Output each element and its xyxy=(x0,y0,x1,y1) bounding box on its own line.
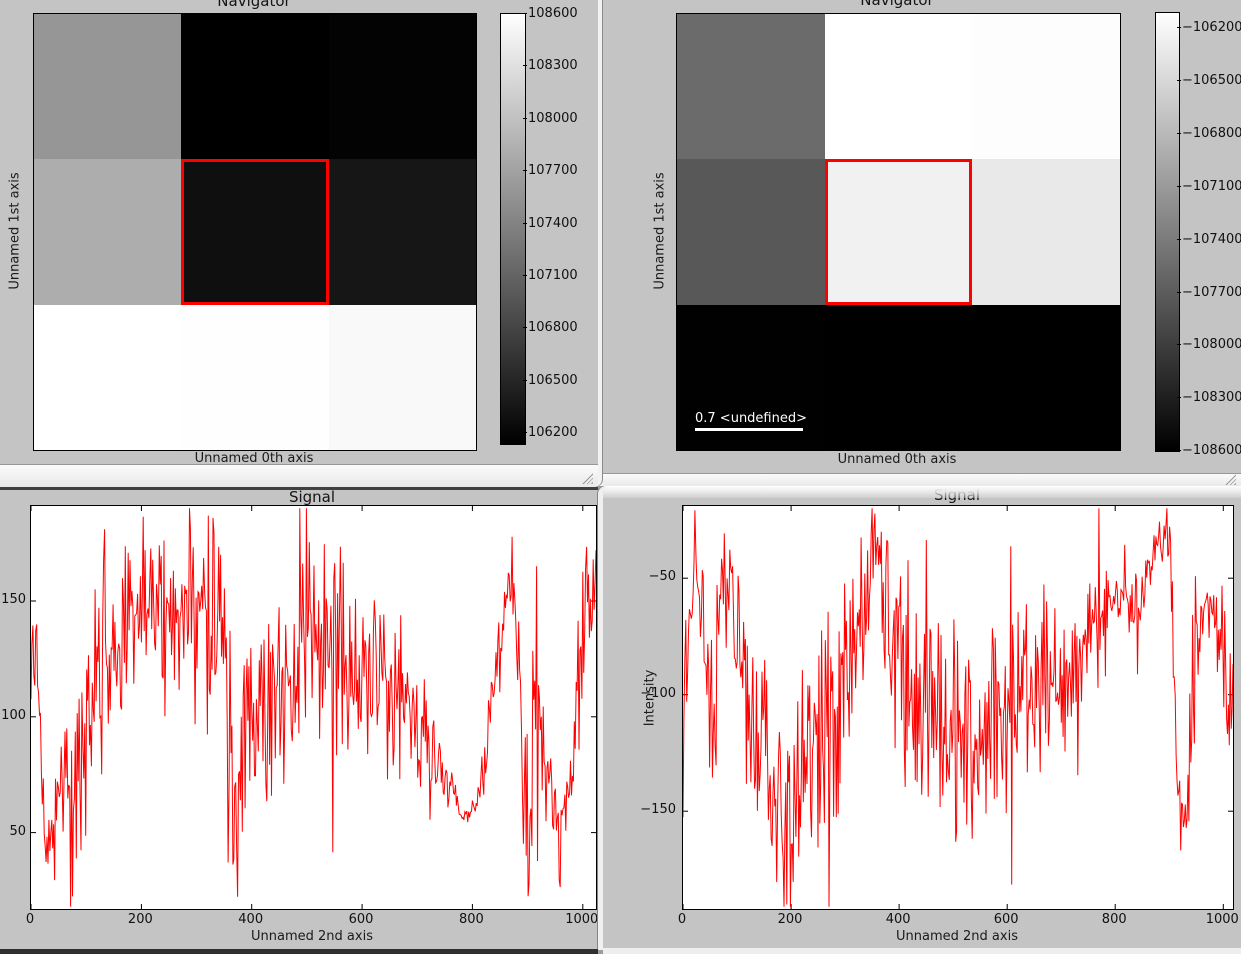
colorbar-tick-label: 106200 xyxy=(523,425,578,441)
heatmap-cell[interactable] xyxy=(328,304,476,450)
navigator-selection-rect[interactable] xyxy=(181,159,329,305)
resize-grip[interactable] xyxy=(1225,474,1236,485)
colorbar-tick-label: 107700 xyxy=(523,163,578,179)
colorbar-tick-label: −106200 xyxy=(1177,20,1241,35)
colorbar-tick-label: −108300 xyxy=(1177,390,1241,406)
colorbar-tick-label: −106500 xyxy=(1177,72,1241,88)
x-axis-label: Unnamed 0th axis xyxy=(837,452,957,467)
heatmap-cell[interactable] xyxy=(34,304,182,450)
y-tick-label: 100 xyxy=(1,707,26,723)
x-tick-label: 0 xyxy=(677,912,687,927)
colorbar-tick-label: −106800 xyxy=(1177,125,1241,141)
heatmap-cell[interactable] xyxy=(824,14,973,160)
status-bar xyxy=(603,473,1241,486)
y-axis-label: Unnamed 1st axis xyxy=(652,172,668,290)
colorbar-tick-label: −107700 xyxy=(1177,284,1241,300)
x-tick-label: 1000 xyxy=(1205,912,1239,927)
y-tick-label: −50 xyxy=(648,569,676,585)
y-tick-label: −100 xyxy=(640,685,676,701)
colorbar-tick-label: −107400 xyxy=(1177,231,1241,247)
navigator-heatmap[interactable] xyxy=(676,13,1121,451)
screen-bottom-edge-light xyxy=(603,948,1241,954)
signal-plot-canvas xyxy=(30,505,597,910)
navigator-selection-rect[interactable] xyxy=(824,159,973,305)
colorbar-tick-label: 108600 xyxy=(523,6,578,21)
heatmap-cell[interactable] xyxy=(328,14,476,160)
x-tick-label: 200 xyxy=(777,912,803,927)
x-tick-label: 400 xyxy=(238,912,264,927)
x-tick-label: 800 xyxy=(458,912,484,927)
navigator-right-window: Navigator Unnamed 1st axis 0.7 <undefine… xyxy=(598,0,1241,486)
heatmap-cell[interactable] xyxy=(34,159,182,305)
x-axis-label: Unnamed 2nd axis xyxy=(896,929,1018,944)
y-tick-label: −150 xyxy=(640,802,676,818)
colorbar-tick-label: 106800 xyxy=(523,320,578,336)
colorbar-tick-label: 106500 xyxy=(523,372,578,388)
signal-line-svg xyxy=(31,506,596,909)
signal-line-svg xyxy=(683,506,1233,909)
x-tick-label: 600 xyxy=(993,912,1019,927)
heatmap-cell[interactable] xyxy=(34,14,182,160)
heatmap-cell[interactable] xyxy=(824,304,973,450)
scalebar-line xyxy=(695,428,803,431)
colorbar-tick-label: −108000 xyxy=(1177,337,1241,353)
x-tick-label: 600 xyxy=(348,912,374,927)
colorbar-tick-label: 107100 xyxy=(523,268,578,283)
signal-left-window: Signal 0 200 400 600 800 1000 150 100 50 Unnamed… xyxy=(0,487,598,950)
figure-title: Navigator xyxy=(860,0,934,9)
y-tick-label: 150 xyxy=(1,591,26,607)
heatmap-cell[interactable] xyxy=(181,14,329,160)
heatmap-cell[interactable] xyxy=(824,159,973,305)
x-tick-label: 0 xyxy=(25,912,35,927)
navigator-left-window: Navigator Unnamed 1st axis Unnamed 0th a… xyxy=(0,0,602,487)
heatmap-cell[interactable] xyxy=(972,304,1120,450)
colorbar xyxy=(500,13,526,445)
figure-title: Navigator xyxy=(217,0,291,10)
y-tick-label: 50 xyxy=(9,823,26,839)
x-axis-label: Unnamed 0th axis xyxy=(194,451,314,466)
scalebar-label: 0.7 <undefined> xyxy=(695,411,807,426)
heatmap-cell[interactable] xyxy=(972,159,1120,305)
signal-line xyxy=(31,508,596,907)
heatmap-cell[interactable] xyxy=(181,304,329,450)
navigator-heatmap[interactable] xyxy=(33,13,477,451)
signal-plot-canvas xyxy=(682,505,1234,910)
colorbar-tick-label: 108000 xyxy=(523,110,578,126)
heatmap-cell[interactable] xyxy=(972,14,1120,160)
x-tick-label: 800 xyxy=(1101,912,1127,927)
window-top-frame xyxy=(603,487,1241,498)
signal-line xyxy=(683,508,1233,907)
y-axis-label: Unnamed 1st axis xyxy=(7,172,23,290)
resize-grip[interactable] xyxy=(582,473,593,484)
colorbar-tick-label: 108300 xyxy=(523,58,578,74)
heatmap-cell[interactable] xyxy=(677,14,825,160)
screen-bottom-edge-dark xyxy=(0,949,598,954)
x-tick-label: 200 xyxy=(127,912,153,927)
colorbar-tick-label: −108600 xyxy=(1177,443,1241,459)
x-tick-label: 400 xyxy=(885,912,911,927)
figure-title: Signal xyxy=(288,488,336,506)
x-tick-label: 1000 xyxy=(565,912,598,927)
x-axis-label: Unnamed 2nd axis xyxy=(251,929,373,944)
status-bar xyxy=(0,464,598,487)
heatmap-cell[interactable] xyxy=(677,304,825,450)
signal-right-window: Signal Intensity 02004006008001000−50−10… xyxy=(598,486,1241,950)
heatmap-cell[interactable] xyxy=(328,159,476,305)
heatmap-cell[interactable] xyxy=(181,159,329,305)
colorbar xyxy=(1155,12,1180,452)
colorbar-tick-label: −107100 xyxy=(1177,178,1241,194)
heatmap-cell[interactable] xyxy=(677,159,825,305)
colorbar-tick-label: 107400 xyxy=(523,215,578,231)
